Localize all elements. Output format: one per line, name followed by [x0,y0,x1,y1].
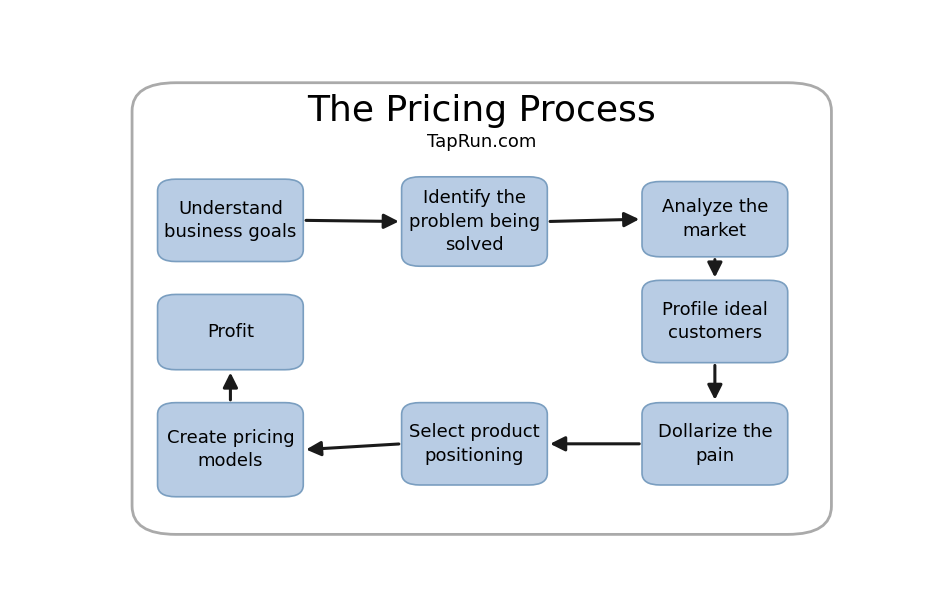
Text: Understand
business goals: Understand business goals [164,200,297,241]
Text: Identify the
problem being
solved: Identify the problem being solved [409,189,540,254]
FancyBboxPatch shape [132,82,831,535]
FancyBboxPatch shape [642,403,788,485]
Text: Profile ideal
customers: Profile ideal customers [662,301,768,342]
FancyBboxPatch shape [642,280,788,363]
Text: Create pricing
models: Create pricing models [166,429,294,470]
Text: Analyze the
market: Analyze the market [662,199,768,240]
FancyBboxPatch shape [401,403,547,485]
FancyBboxPatch shape [158,295,304,370]
Text: Profit: Profit [207,323,254,341]
Text: Select product
positioning: Select product positioning [409,423,540,464]
FancyBboxPatch shape [158,403,304,497]
FancyBboxPatch shape [401,177,547,266]
FancyBboxPatch shape [158,179,304,262]
Text: Dollarize the
pain: Dollarize the pain [658,423,772,464]
Text: TapRun.com: TapRun.com [427,133,537,150]
FancyBboxPatch shape [642,181,788,257]
Text: The Pricing Process: The Pricing Process [307,94,656,128]
